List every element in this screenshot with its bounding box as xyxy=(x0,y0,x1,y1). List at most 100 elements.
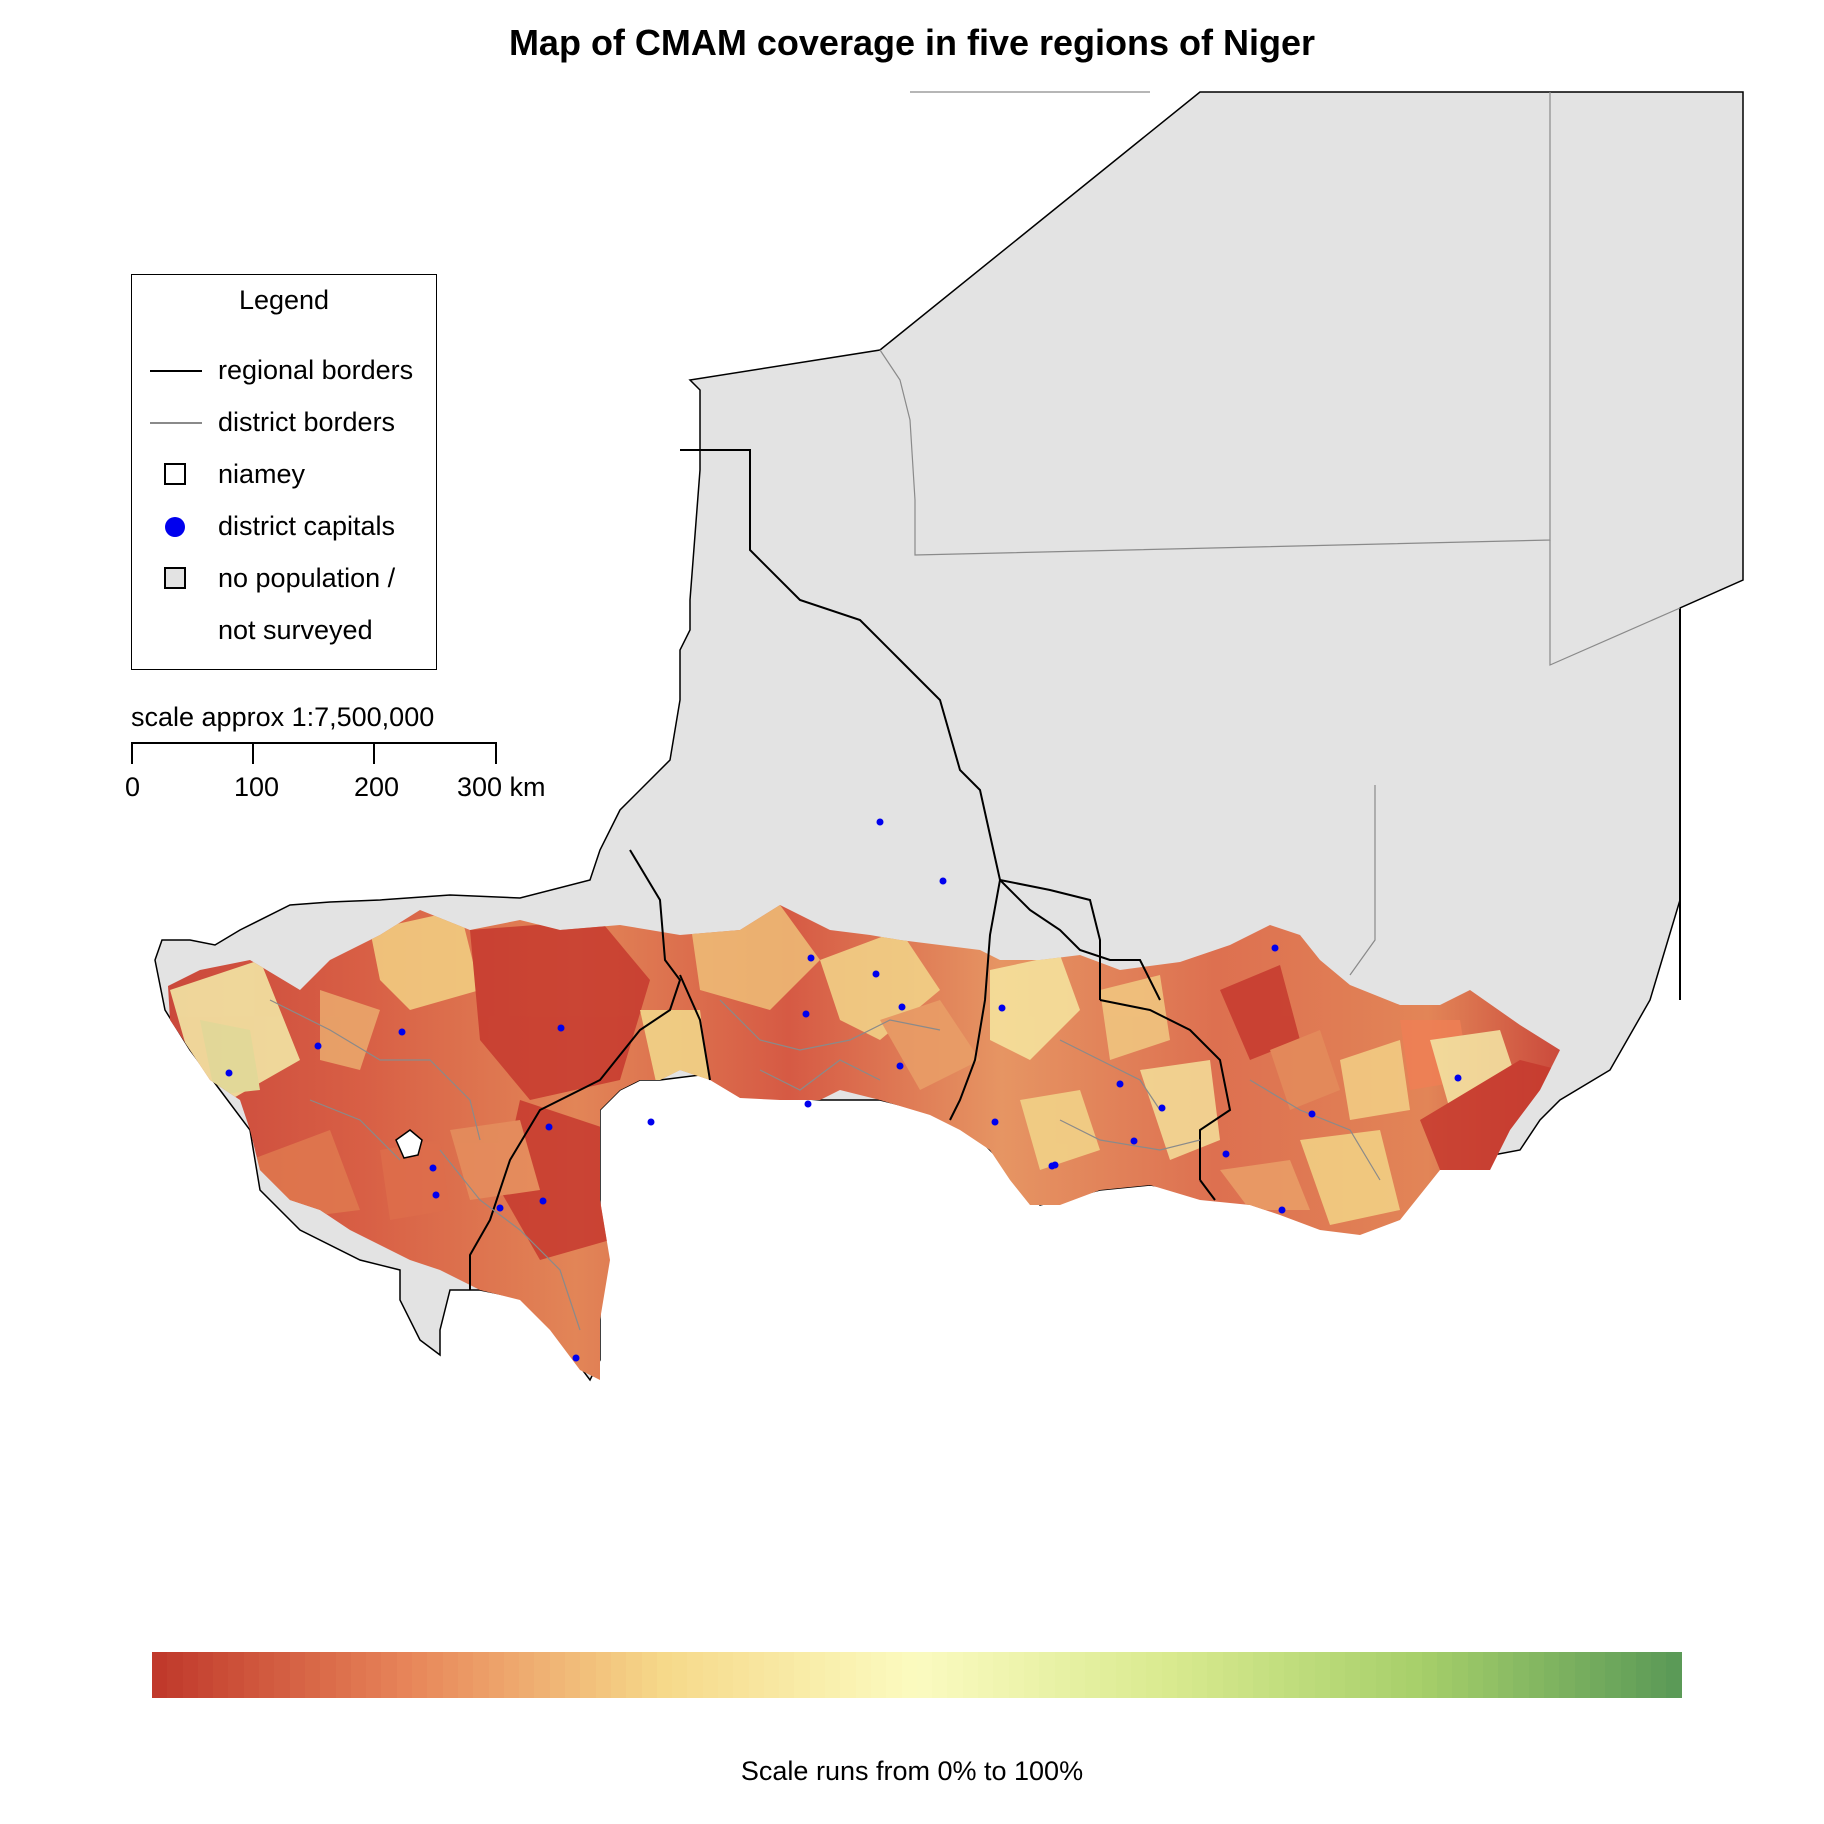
colorbar-segment xyxy=(1222,1652,1239,1698)
scale-tick-label: 100 xyxy=(234,772,280,802)
map-title: Map of CMAM coverage in five regions of … xyxy=(508,22,1316,63)
colorbar-segment xyxy=(1421,1652,1437,1698)
colorbar-segment xyxy=(962,1652,979,1698)
colorbar-segment xyxy=(320,1652,336,1698)
district-capital-dot xyxy=(429,1164,437,1172)
district-capital-dot xyxy=(998,1004,1006,1012)
district-capital-dot xyxy=(1116,1080,1124,1088)
colorbar-segment xyxy=(886,1652,902,1698)
colorbar-segment xyxy=(1436,1652,1453,1698)
legend-title: Legend xyxy=(238,285,330,315)
colorbar-segment xyxy=(1574,1652,1590,1698)
colorbar-segment xyxy=(565,1652,581,1698)
colorbar-segment xyxy=(1391,1652,1407,1698)
colorbar-segment xyxy=(152,1652,168,1698)
district-capital-dot xyxy=(802,1010,810,1018)
colorbar-segment xyxy=(1513,1652,1529,1698)
colorbar-segment xyxy=(1620,1652,1636,1698)
district-border-symbol xyxy=(142,403,202,443)
legend-item-label: no population / xyxy=(218,563,396,593)
legend-item-label: district borders xyxy=(218,407,396,437)
colorbar-segment xyxy=(259,1652,275,1698)
colorbar-segment xyxy=(1651,1652,1667,1698)
colorbar-segment xyxy=(794,1652,810,1698)
district-capital-dot xyxy=(225,1069,233,1077)
colorbar-segment xyxy=(1283,1652,1300,1698)
colorbar-segment xyxy=(641,1652,657,1698)
district-capital-dot xyxy=(572,1354,580,1362)
colorbar-segment xyxy=(978,1652,994,1698)
grey-square-icon xyxy=(142,559,198,599)
colorbar-segment xyxy=(473,1652,489,1698)
colorbar-segment xyxy=(1375,1652,1392,1698)
colorbar-segment xyxy=(1498,1652,1514,1698)
colorbar-segment xyxy=(167,1652,183,1698)
colorbar-segment xyxy=(1329,1652,1346,1698)
legend-item-not-surveyed: not surveyed xyxy=(132,611,436,651)
colorbar-segment xyxy=(1299,1652,1315,1698)
colorbar-segment xyxy=(763,1652,780,1698)
district-capital-dot xyxy=(807,954,815,962)
district-capital-dot xyxy=(1454,1074,1462,1082)
colorbar-segment xyxy=(870,1652,887,1698)
legend-item-regional-borders: regional borders xyxy=(132,351,436,391)
colorbar-segment xyxy=(840,1652,856,1698)
district-capital-dot xyxy=(539,1197,547,1205)
colorbar-segment xyxy=(274,1652,290,1698)
colorbar-segment xyxy=(228,1652,244,1698)
district-capital-dot xyxy=(398,1028,406,1036)
colorbar-segment xyxy=(1176,1652,1193,1698)
colorbar-segment xyxy=(733,1652,749,1698)
colorbar-segment xyxy=(1452,1652,1468,1698)
legend-item-district-borders: district borders xyxy=(132,403,436,443)
colorbar-segment xyxy=(1467,1652,1483,1698)
colorbar-segment xyxy=(1482,1652,1499,1698)
coverage-colorbar xyxy=(152,1652,1682,1698)
niamey-area xyxy=(395,1129,423,1159)
colorbar-segment xyxy=(1069,1652,1086,1698)
district-capital-dot xyxy=(804,1100,812,1108)
scale-title: scale approx 1:7,500,000 xyxy=(131,702,435,732)
colorbar-segment xyxy=(549,1652,566,1698)
district-borders xyxy=(269,91,1681,1331)
district-capital-dot xyxy=(898,1003,906,1011)
colorbar-segment xyxy=(916,1652,933,1698)
scale-tick-label: 300 km xyxy=(457,772,546,802)
colorbar-segment xyxy=(350,1652,367,1698)
colorbar-segment xyxy=(1314,1652,1330,1698)
colorbar-segment xyxy=(1085,1652,1101,1698)
district-capital-dot xyxy=(545,1123,553,1131)
district-capital-dot xyxy=(876,818,884,826)
colorbar-segment xyxy=(213,1652,229,1698)
scale-bar xyxy=(131,742,497,764)
district-capital-dot xyxy=(557,1024,565,1032)
colorbar-segment xyxy=(993,1652,1009,1698)
colorbar-segment xyxy=(335,1652,351,1698)
regional-borders xyxy=(469,449,1681,1290)
colorbar-caption: Scale runs from 0% to 100% xyxy=(740,1756,1084,1786)
regional-border-symbol xyxy=(142,351,202,391)
district-capital-dot xyxy=(1158,1104,1166,1112)
legend-item-niamey: niamey xyxy=(132,455,436,495)
white-square-icon xyxy=(142,455,198,495)
district-capital-dot xyxy=(1222,1150,1230,1158)
colorbar-segment xyxy=(427,1652,443,1698)
colorbar-segment xyxy=(1039,1652,1055,1698)
colorbar-segment xyxy=(1589,1652,1606,1698)
colorbar-segment xyxy=(304,1652,321,1698)
district-capital-dot xyxy=(1271,944,1279,952)
colorbar-segment xyxy=(182,1652,198,1698)
colorbar-segment xyxy=(503,1652,520,1698)
district-capital-dot xyxy=(1051,1161,1059,1169)
district-capital-dot xyxy=(1308,1110,1316,1118)
colorbar-segment xyxy=(1559,1652,1575,1698)
district-capital-dot xyxy=(647,1118,655,1126)
colorbar-segment xyxy=(947,1652,963,1698)
colorbar-segment xyxy=(626,1652,642,1698)
colorbar-segment xyxy=(1207,1652,1223,1698)
colorbar-segment xyxy=(1544,1652,1560,1698)
colorbar-segment xyxy=(748,1652,764,1698)
district-capitals xyxy=(225,818,1462,1362)
colorbar-segment xyxy=(672,1652,688,1698)
colorbar-segment xyxy=(1008,1652,1024,1698)
